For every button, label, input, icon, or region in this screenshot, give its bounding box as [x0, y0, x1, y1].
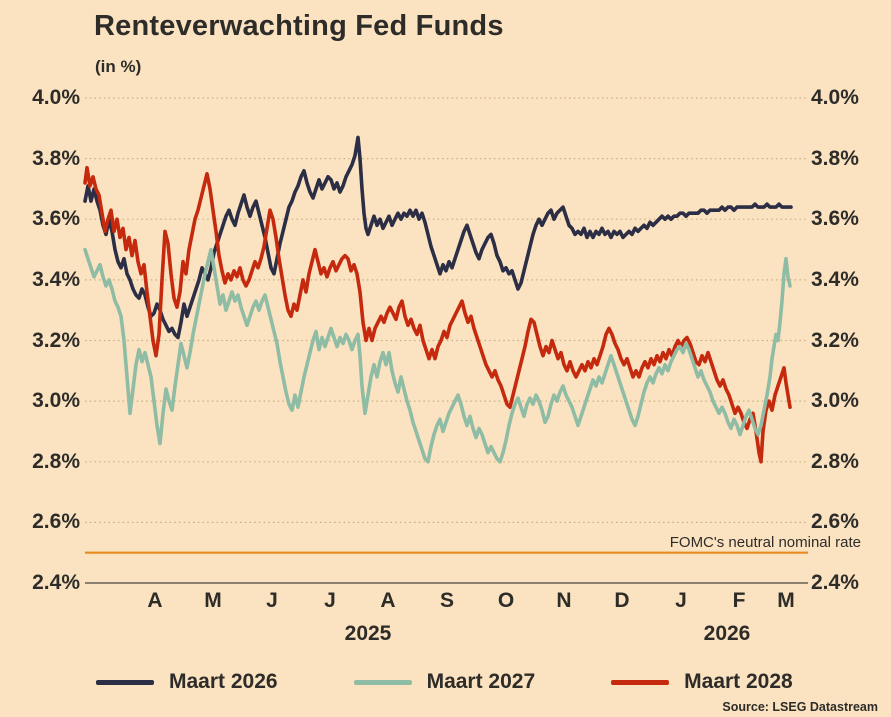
legend-label: Maart 2028: [684, 670, 793, 693]
series-line-maart-2026: [83, 135, 793, 340]
legend-swatch-maart-2028: [611, 679, 670, 685]
legend-item-maart-2027: Maart 2027: [353, 670, 536, 694]
chart-title: Renteverwachting Fed Funds: [94, 10, 504, 42]
legend-swatch-maart-2026: [96, 679, 154, 685]
chart-subtitle: (in %): [95, 57, 142, 76]
legend-label: Maart 2027: [426, 670, 536, 693]
legend-item-maart-2028: Maart 2028: [611, 670, 793, 694]
legend-item-maart-2026: Maart 2026: [96, 670, 278, 694]
source-label: Source: LSEG Datastream: [722, 700, 878, 714]
legend-swatch-maart-2027: [353, 679, 412, 685]
series-line-maart-2027: [83, 247, 792, 464]
series-line-maart-2028: [83, 165, 792, 464]
legend: Maart 2026 Maart 2027 Maart 2028: [96, 666, 793, 698]
legend-label: Maart 2026: [169, 670, 278, 693]
neutral-rate-label: FOMC's neutral nominal rate: [669, 534, 861, 551]
